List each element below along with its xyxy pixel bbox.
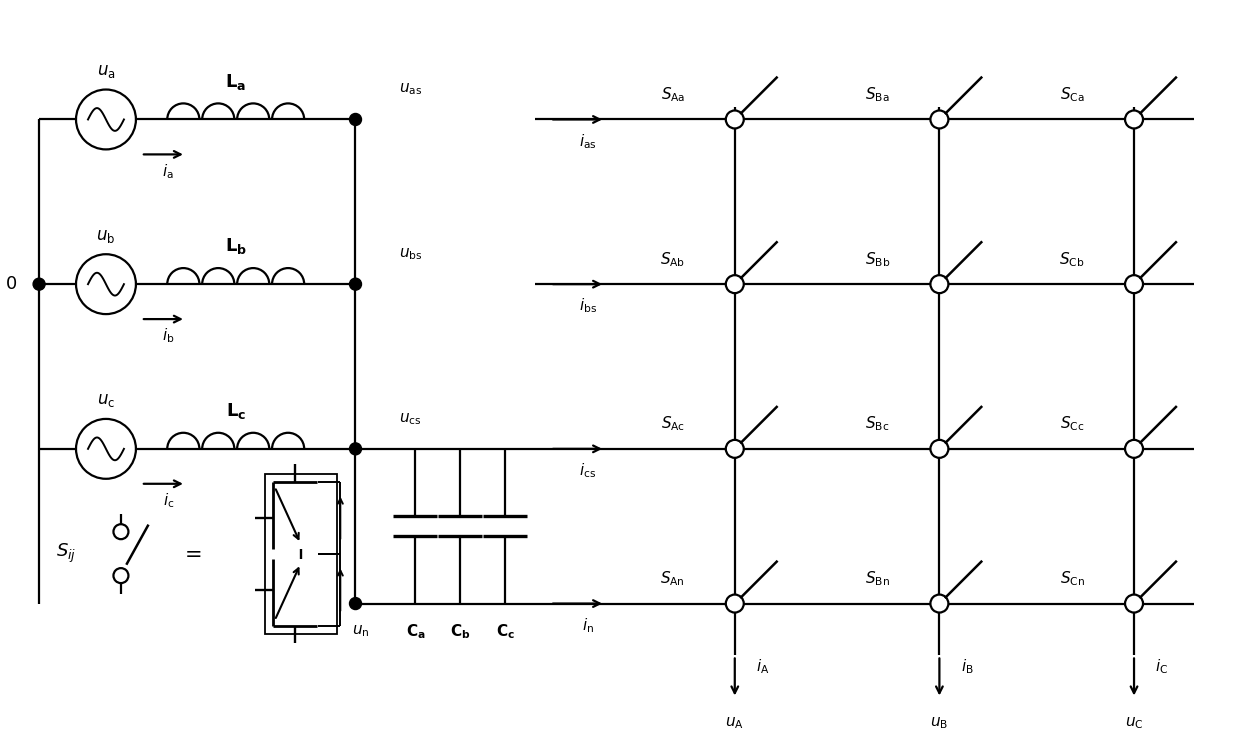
Text: $i_{\rm a}$: $i_{\rm a}$ [162,162,175,181]
Circle shape [349,278,362,290]
Text: $S_{\rm Aa}$: $S_{\rm Aa}$ [660,85,685,104]
Circle shape [76,254,136,314]
Text: $\mathbf{C_b}$: $\mathbf{C_b}$ [450,622,471,641]
Text: $S_{\rm Ab}$: $S_{\rm Ab}$ [660,250,685,268]
Circle shape [33,278,45,290]
Text: $u_{\rm c}$: $u_{\rm c}$ [97,392,115,409]
Text: $u_{\rm b}$: $u_{\rm b}$ [97,228,115,245]
Text: $0$: $0$ [5,275,17,293]
Text: $S_{\rm Cn}$: $S_{\rm Cn}$ [1059,569,1084,588]
Circle shape [349,598,362,610]
Text: $S_{\rm Cc}$: $S_{\rm Cc}$ [1061,415,1084,433]
Circle shape [726,275,743,293]
Circle shape [930,595,948,613]
Text: $u_{\rm n}$: $u_{\rm n}$ [352,624,369,639]
Text: $u_{\rm A}$: $u_{\rm A}$ [725,715,745,731]
Text: $S_{\rm Cb}$: $S_{\rm Cb}$ [1059,250,1085,268]
Text: $u_{\rm B}$: $u_{\rm B}$ [930,715,949,731]
Text: $i_{\rm C}$: $i_{\rm C}$ [1156,658,1168,676]
Text: $u_{\rm cs}$: $u_{\rm cs}$ [399,411,421,426]
Text: $S_{\rm An}$: $S_{\rm An}$ [660,569,685,588]
Text: $i_{\rm cs}$: $i_{\rm cs}$ [579,461,596,480]
Circle shape [114,524,129,539]
Text: $u_{\rm bs}$: $u_{\rm bs}$ [399,246,422,262]
Circle shape [76,419,136,479]
Text: $=$: $=$ [180,544,202,563]
Text: $i_{\rm b}$: $i_{\rm b}$ [162,327,175,345]
Circle shape [349,114,362,126]
Text: $i_{\rm A}$: $i_{\rm A}$ [756,658,769,676]
Circle shape [1125,440,1144,458]
Circle shape [1125,275,1144,293]
Text: $S_{\rm Ba}$: $S_{\rm Ba}$ [865,85,890,104]
Text: $i_{\rm n}$: $i_{\rm n}$ [581,616,593,635]
Text: $\mathbf{L_c}$: $\mathbf{L_c}$ [225,401,245,421]
Text: $S_{\rm Ca}$: $S_{\rm Ca}$ [1059,85,1084,104]
Circle shape [726,440,743,458]
Text: $i_{\rm B}$: $i_{\rm B}$ [961,658,974,676]
Bar [265,474,337,633]
Text: $S_{ij}$: $S_{ij}$ [56,542,77,565]
Circle shape [1125,595,1144,613]
Text: $\mathbf{L_a}$: $\mathbf{L_a}$ [225,72,247,92]
Text: $u_{\rm C}$: $u_{\rm C}$ [1125,715,1144,731]
Circle shape [930,275,948,293]
Text: $i_{\rm c}$: $i_{\rm c}$ [162,491,173,510]
Circle shape [349,443,362,454]
Text: $i_{\rm bs}$: $i_{\rm bs}$ [579,297,596,316]
Text: $S_{\rm Bb}$: $S_{\rm Bb}$ [865,250,890,268]
Circle shape [930,440,948,458]
Circle shape [726,595,743,613]
Text: $S_{\rm Bn}$: $S_{\rm Bn}$ [865,569,890,588]
Text: $S_{\rm Bc}$: $S_{\rm Bc}$ [865,415,890,433]
Circle shape [76,89,136,149]
Text: $\mathbf{L_b}$: $\mathbf{L_b}$ [224,236,247,256]
Text: $S_{\rm Ac}$: $S_{\rm Ac}$ [660,415,685,433]
Circle shape [1125,111,1144,129]
Circle shape [114,568,129,583]
Text: $u_{\rm as}$: $u_{\rm as}$ [399,82,422,98]
Circle shape [726,111,743,129]
Circle shape [930,111,948,129]
Text: $u_{\rm a}$: $u_{\rm a}$ [97,63,115,80]
Text: $\mathbf{C_c}$: $\mathbf{C_c}$ [496,622,514,641]
Text: $\mathbf{C_a}$: $\mathbf{C_a}$ [405,622,425,641]
Text: $i_{\rm as}$: $i_{\rm as}$ [579,132,596,151]
